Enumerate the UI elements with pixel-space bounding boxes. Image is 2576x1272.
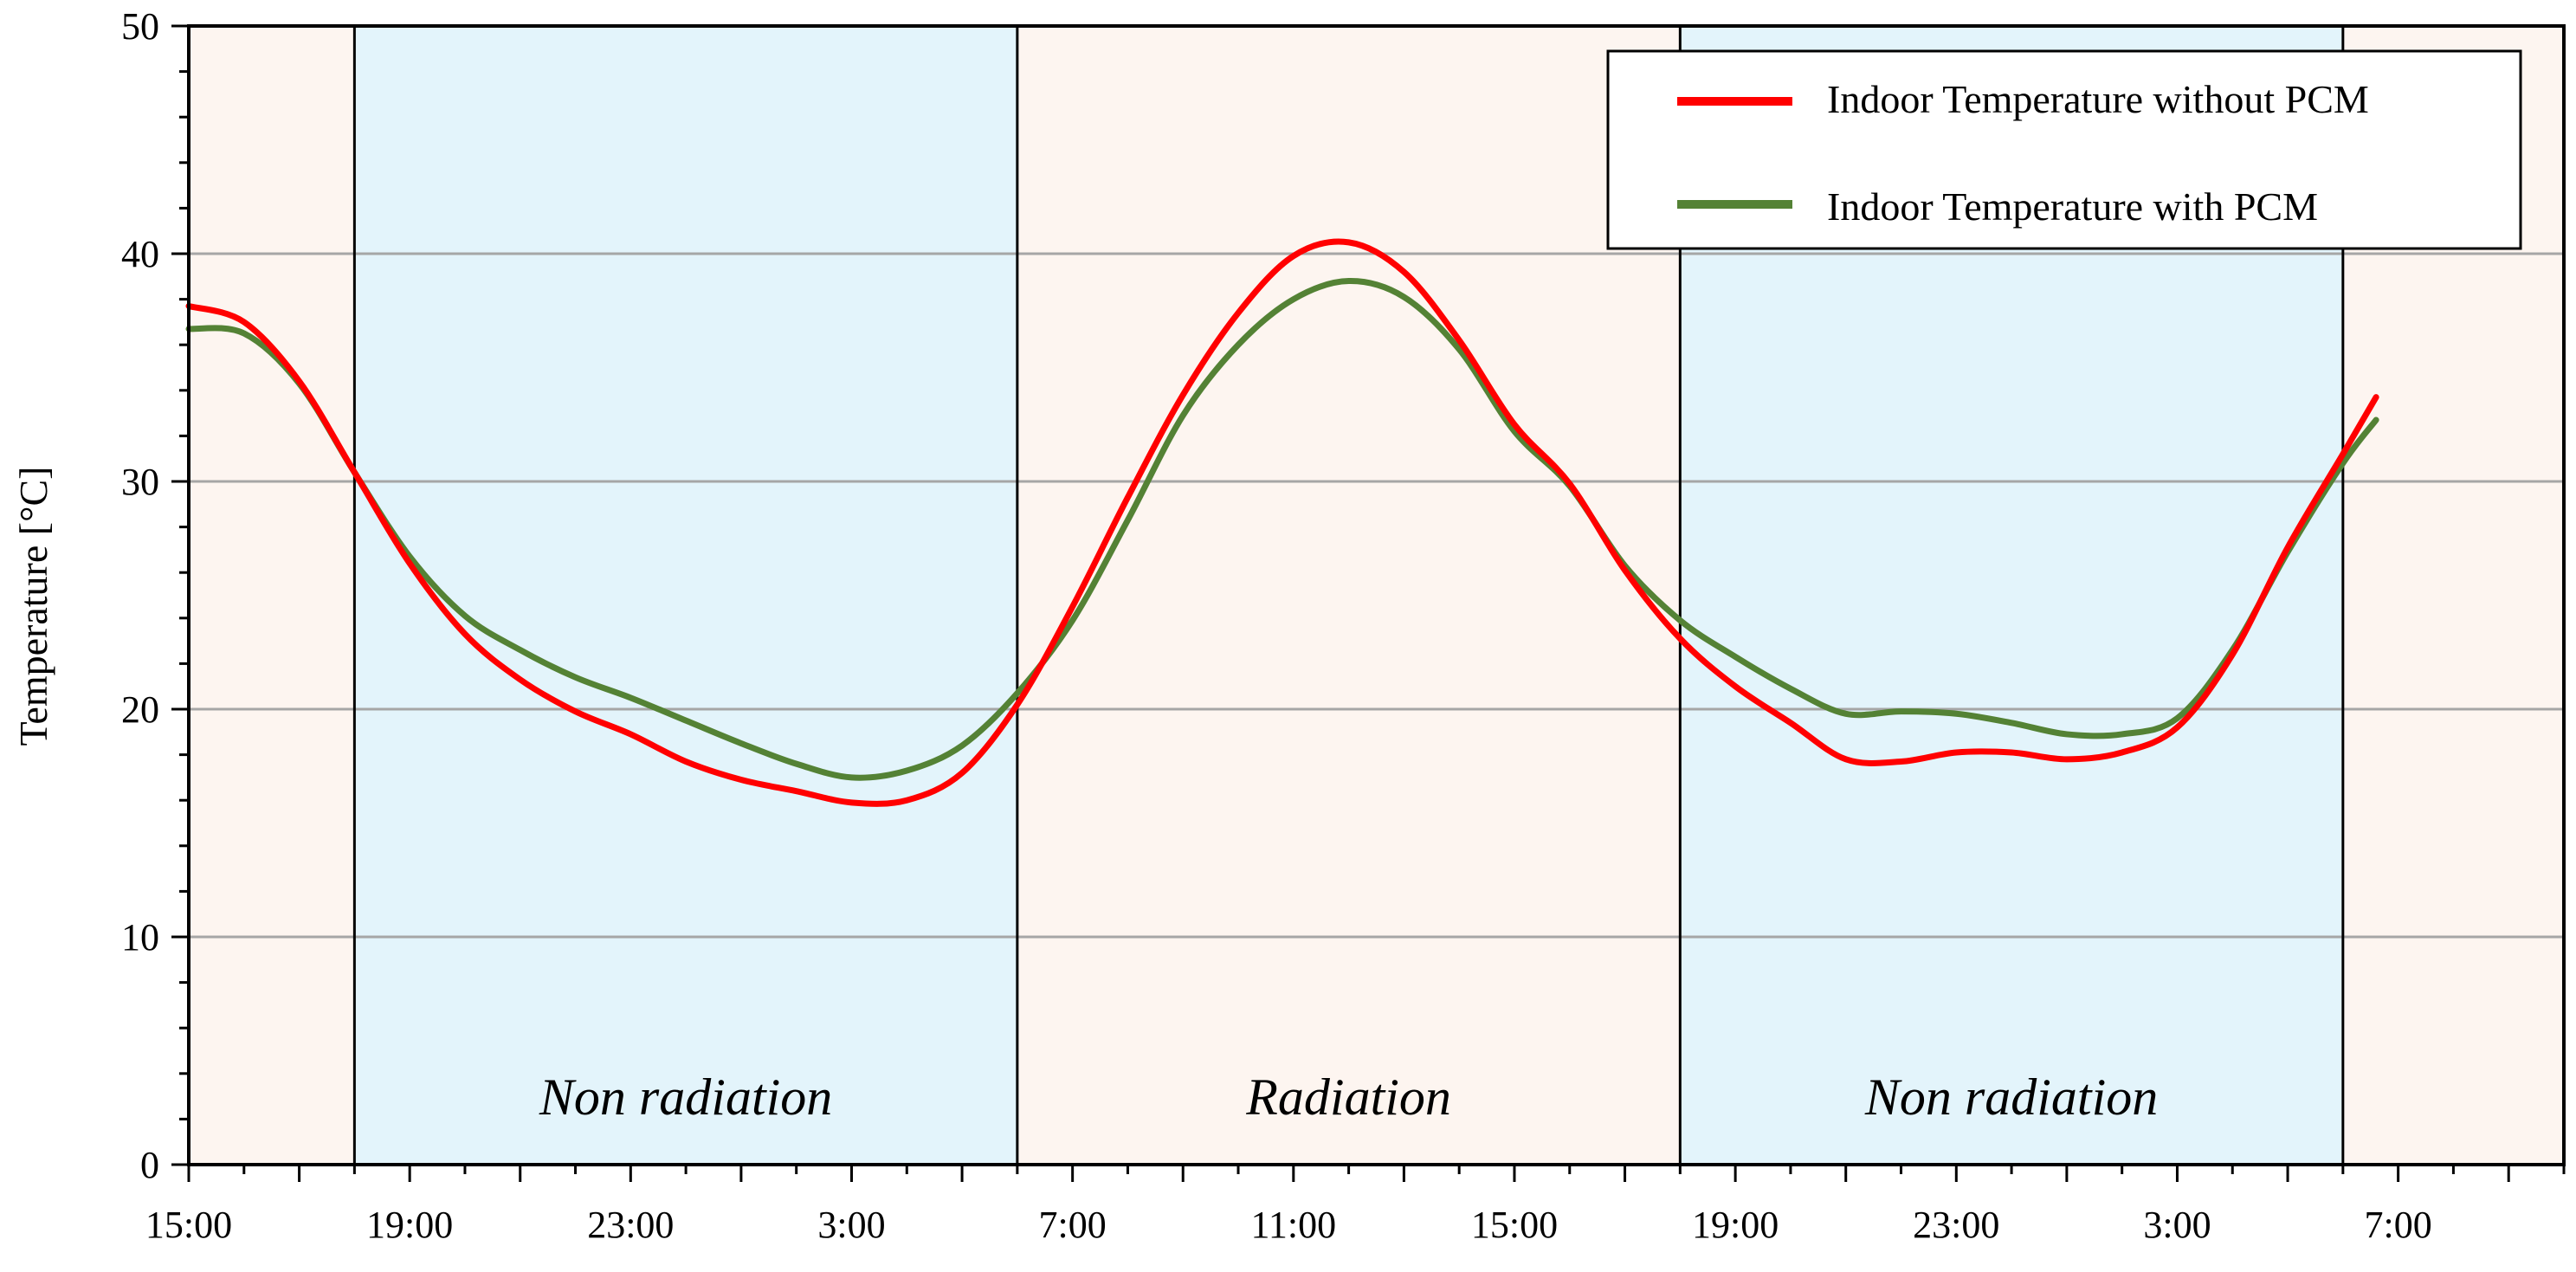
region-1 xyxy=(354,26,1017,1165)
x-tick-label: 23:00 xyxy=(1913,1204,1999,1246)
y-tick-label: 0 xyxy=(140,1144,159,1186)
x-tick-label: 3:00 xyxy=(2143,1204,2211,1246)
y-tick-label: 40 xyxy=(121,233,159,275)
series-line-0 xyxy=(185,238,2379,807)
series-lines xyxy=(185,238,2379,807)
legend-label-with-pcm: Indoor Temperature with PCM xyxy=(1827,184,2318,229)
x-tick-label: 7:00 xyxy=(1039,1204,1107,1246)
series-line-1 xyxy=(185,278,2379,781)
plot-frame xyxy=(187,24,2566,1166)
x-tick-label: 15:00 xyxy=(1471,1204,1558,1246)
region-label-2: Radiation xyxy=(1245,1069,1451,1126)
y-tick-label: 20 xyxy=(121,688,159,731)
y-tick-label: 10 xyxy=(121,916,159,959)
legend-box xyxy=(1606,49,2522,250)
horizontal-gridlines xyxy=(189,252,2564,939)
region-label-1: Non radiation xyxy=(539,1069,832,1126)
x-tick-label: 7:00 xyxy=(2365,1204,2432,1246)
y-axis: 0 10 20 30 40 50 xyxy=(121,5,189,1186)
region-labels: Non radiation Radiation Non radiation xyxy=(539,1069,2158,1126)
x-tick-label: 19:00 xyxy=(366,1204,453,1246)
region-0 xyxy=(189,26,355,1165)
x-axis: 15:00 19:00 23:00 3:00 7:00 11:00 15:00 19:00 23… xyxy=(145,1165,2566,1246)
legend: Indoor Temperature without PCM Indoor Te… xyxy=(1606,49,2522,250)
x-tick-label: 15:00 xyxy=(145,1204,232,1246)
x-tick-label: 3:00 xyxy=(817,1204,885,1246)
x-tick-label: 19:00 xyxy=(1692,1204,1779,1246)
x-tick-label: 11:00 xyxy=(1251,1204,1337,1246)
legend-label-without-pcm: Indoor Temperature without PCM xyxy=(1827,77,2369,121)
region-label-3: Non radiation xyxy=(1864,1069,2158,1126)
region-2 xyxy=(1017,26,1681,1165)
y-tick-label: 50 xyxy=(121,5,159,48)
y-axis-label: Temperature [°C] xyxy=(11,467,55,746)
x-tick-label: 23:00 xyxy=(587,1204,674,1246)
y-tick-label: 30 xyxy=(121,461,159,503)
